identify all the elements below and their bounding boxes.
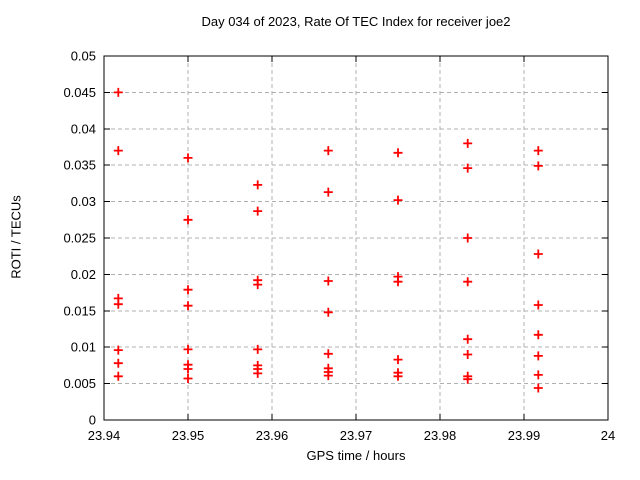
data-point-marker — [463, 277, 473, 287]
data-point-marker — [253, 206, 263, 216]
data-point-marker — [533, 330, 543, 340]
data-point-marker — [393, 195, 403, 205]
x-axis-label: GPS time / hours — [306, 448, 406, 463]
x-tick-label: 23.96 — [256, 428, 289, 443]
data-point-marker — [533, 351, 543, 361]
data-point-marker — [183, 285, 193, 295]
x-tick-label: 23.98 — [424, 428, 457, 443]
data-point-marker — [533, 300, 543, 310]
data-point-marker — [463, 374, 473, 384]
data-point-marker — [253, 368, 263, 378]
y-tick-label: 0.03 — [71, 194, 96, 209]
data-point-marker — [183, 364, 193, 374]
data-point-marker — [183, 301, 193, 311]
data-point-marker — [463, 138, 473, 148]
data-point-marker — [113, 146, 123, 156]
chart-title: Day 034 of 2023, Rate Of TEC Index for r… — [201, 14, 511, 29]
data-point-marker — [323, 307, 333, 317]
data-point-marker — [183, 344, 193, 354]
x-tick-label: 24 — [601, 428, 615, 443]
data-point-marker — [253, 280, 263, 290]
y-tick-label: 0.015 — [63, 303, 96, 318]
data-point-marker — [463, 233, 473, 243]
data-point-marker — [183, 153, 193, 163]
y-tick-label: 0.025 — [63, 231, 96, 246]
x-tick-label: 23.95 — [172, 428, 205, 443]
data-point-marker — [113, 345, 123, 355]
y-tick-label: 0.01 — [71, 340, 96, 355]
y-tick-label: 0.005 — [63, 376, 96, 391]
x-tick-label: 23.97 — [340, 428, 373, 443]
data-point-marker — [323, 349, 333, 359]
data-point-marker — [463, 163, 473, 173]
data-point-marker — [533, 383, 543, 393]
data-point-marker — [113, 87, 123, 97]
data-point-marker — [393, 148, 403, 158]
data-point-marker — [183, 374, 193, 383]
data-point-marker — [323, 146, 333, 156]
x-tick-label: 23.99 — [508, 428, 541, 443]
data-point-marker — [113, 358, 123, 368]
y-tick-label: 0 — [89, 413, 96, 428]
data-point-marker — [253, 344, 263, 354]
data-point-marker — [323, 371, 333, 381]
data-point-marker — [533, 146, 543, 156]
data-point-marker — [393, 277, 403, 287]
data-point-marker — [393, 371, 403, 381]
data-point-marker — [463, 334, 473, 344]
y-tick-label: 0.035 — [63, 158, 96, 173]
data-point-marker — [533, 161, 543, 171]
data-point-marker — [323, 187, 333, 197]
y-tick-label: 0.02 — [71, 267, 96, 282]
y-tick-label: 0.04 — [71, 121, 96, 136]
y-tick-label: 0.05 — [71, 49, 96, 64]
data-point-marker — [463, 350, 473, 359]
data-point-marker — [323, 276, 333, 286]
data-point-marker — [253, 180, 263, 190]
data-point-marker — [533, 370, 543, 380]
data-point-marker — [113, 371, 123, 381]
data-point-marker — [113, 299, 123, 309]
y-tick-label: 0.045 — [63, 85, 96, 100]
data-point-marker — [533, 249, 543, 259]
data-point-marker — [393, 355, 403, 365]
x-tick-label: 23.94 — [88, 428, 121, 443]
data-point-marker — [183, 215, 193, 225]
